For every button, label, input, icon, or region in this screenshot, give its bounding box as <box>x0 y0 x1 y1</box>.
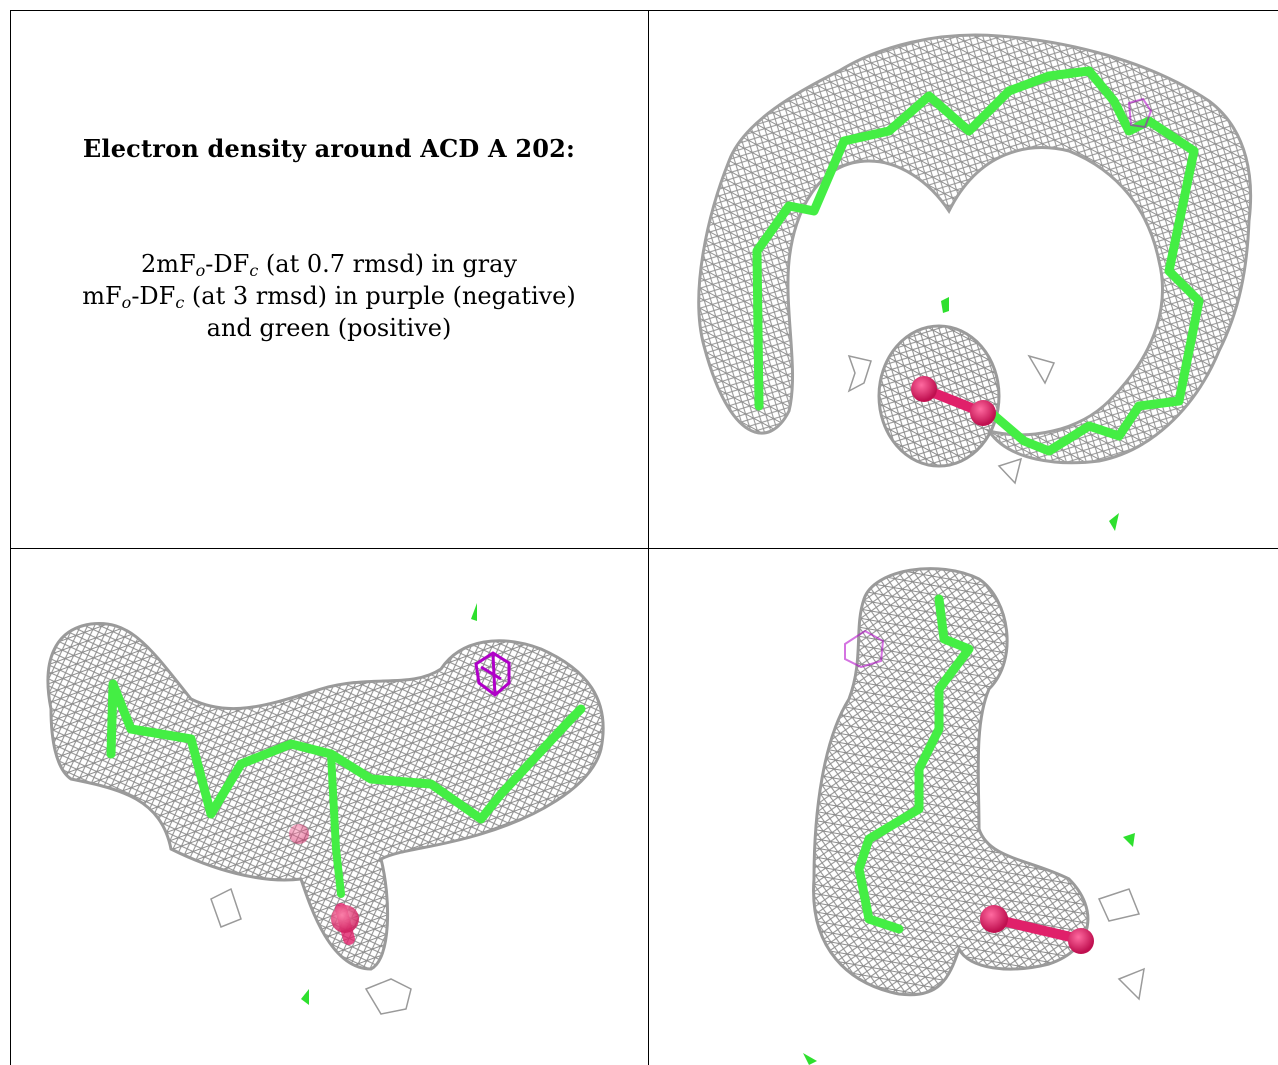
mesh-2fofc <box>697 33 1253 465</box>
diff-negative-peak <box>844 629 885 669</box>
caption-line-positive: and green (positive) <box>206 314 452 342</box>
figure-table: Electron density around ACD A 202: 2mFo-… <box>10 10 1278 1065</box>
model-carbon-chain <box>106 679 586 824</box>
caption-line-2fofc: 2mFo-DFc (at 0.7 rmsd) in gray <box>140 250 518 280</box>
model-oxygen-2 <box>970 400 996 426</box>
density-view-bottom-right <box>649 549 1278 1065</box>
density-view-bottom-left <box>11 549 648 1065</box>
model-oxygen-1 <box>980 905 1008 933</box>
caption-description: 2mFo-DFc (at 0.7 rmsd) in gray mFo-DFc (… <box>10 248 648 344</box>
diff-positive-peak <box>1123 833 1135 847</box>
density-render-2 <box>46 603 605 1015</box>
model-carbon-chain <box>752 66 1204 456</box>
mesh-2fofc <box>812 567 1090 997</box>
model-oxygen-1 <box>911 376 937 402</box>
caption-line-fofc: mFo-DFc (at 3 rmsd) in purple (negative) <box>82 282 576 312</box>
model-carbon-branch <box>327 750 345 898</box>
model-oxygen-2 <box>1068 928 1094 954</box>
diff-negative-peak <box>474 651 511 697</box>
table-border-top <box>10 10 1278 11</box>
mesh-fragment <box>847 354 1056 485</box>
mesh-fragment <box>210 887 412 1015</box>
table-divider-vertical <box>648 10 649 1065</box>
table-border-left <box>10 10 11 1065</box>
caption-cell: Electron density around ACD A 202: 2mFo-… <box>10 10 648 548</box>
table-divider-horizontal <box>10 548 1278 549</box>
density-render-1 <box>697 33 1253 531</box>
diff-positive-peak <box>471 603 477 621</box>
caption-title: Electron density around ACD A 202: <box>82 134 576 163</box>
density-render-3 <box>803 567 1145 1065</box>
diff-negative-peak <box>1127 97 1153 129</box>
model-oxygen-2 <box>289 824 309 844</box>
diff-positive-peak <box>1109 513 1119 531</box>
diff-positive-peak <box>301 989 309 1005</box>
model-carbonyl-bond <box>989 914 1084 944</box>
density-view-top-right <box>649 11 1278 548</box>
mesh-fragment <box>1097 888 1145 1001</box>
model-carbon-chain <box>854 594 974 934</box>
model-oxygen-1 <box>331 905 359 933</box>
diff-positive-peak <box>941 297 949 313</box>
mesh-2fofc <box>46 621 605 971</box>
diff-positive-peak <box>803 1053 817 1065</box>
